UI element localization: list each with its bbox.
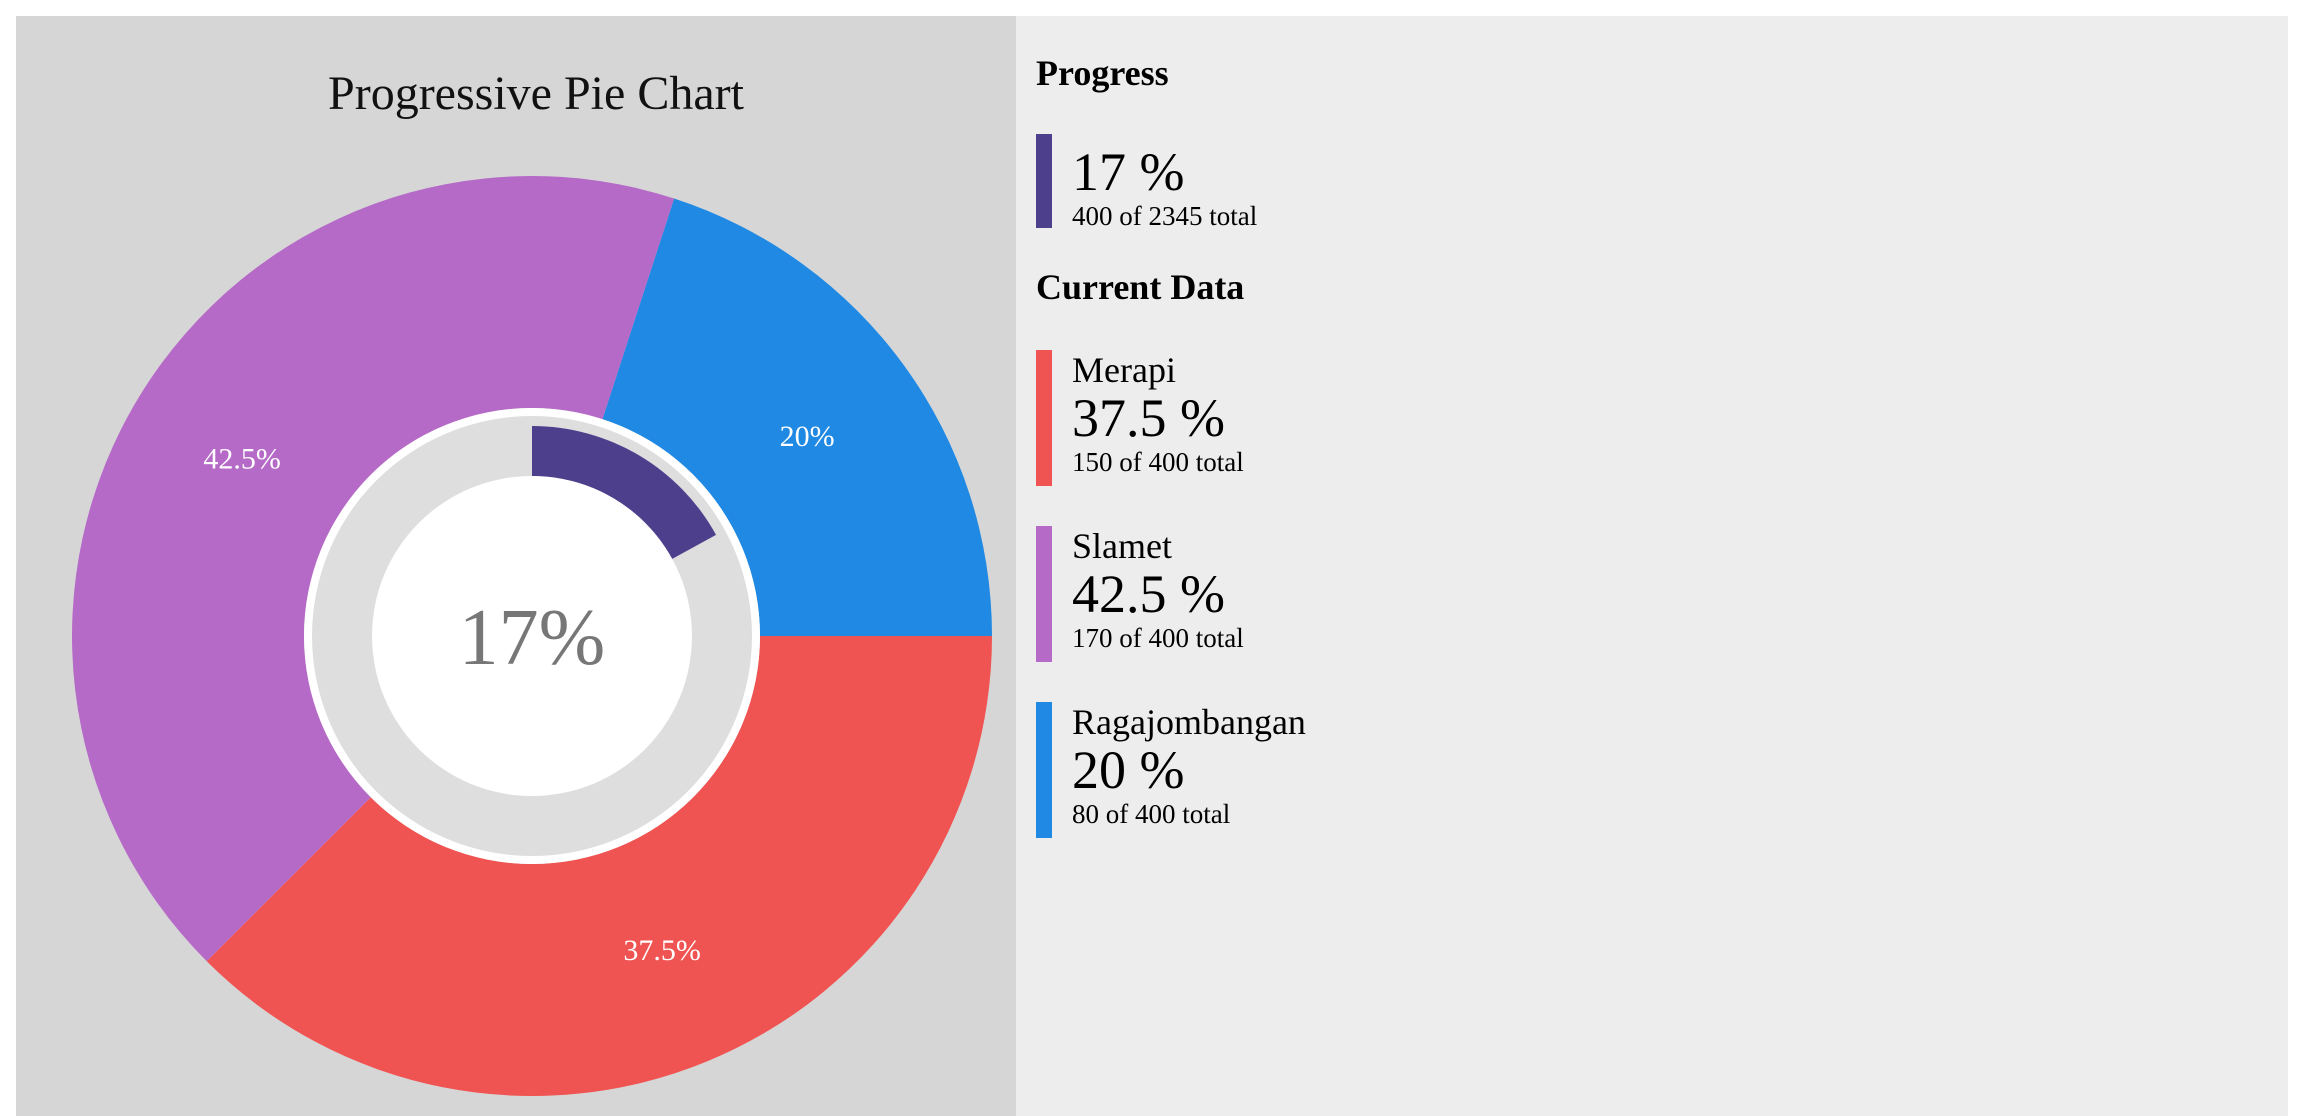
legend-item-name: Merapi	[1072, 350, 1176, 390]
legend-color-bar	[1036, 702, 1052, 838]
legend-item-name: Slamet	[1072, 526, 1172, 566]
chart-panel: Progressive Pie Chart 20% 37.5% 42.5% 17%	[16, 16, 1016, 1116]
legend-panel: Progress 17 % 400 of 2345 total Current …	[1016, 16, 2288, 1116]
chart-title: Progressive Pie Chart	[328, 67, 744, 120]
legend-item-name: Ragajombangan	[1072, 702, 1306, 742]
legend-color-bar	[1036, 526, 1052, 662]
legend-item-percent: 37.5 %	[1072, 388, 1225, 448]
pie-chart: 20% 37.5% 42.5% 17%	[71, 175, 992, 1096]
legend-color-bar	[1036, 350, 1052, 486]
legend-item-percent: 20 %	[1072, 740, 1185, 800]
legend-item-count: 170 of 400 total	[1072, 623, 1244, 653]
current-data-heading: Current Data	[1036, 267, 1245, 307]
center-percent-label: 17%	[459, 594, 606, 682]
pie-slice-slamet	[71, 175, 675, 962]
progress-heading: Progress	[1036, 53, 1169, 93]
progress-arc	[532, 426, 717, 559]
pie-slice-ragajombangan	[602, 198, 992, 636]
legend-item-count: 150 of 400 total	[1072, 447, 1244, 477]
progress-color-bar	[1036, 134, 1052, 228]
pie-slice-label: 42.5%	[203, 442, 281, 475]
legend-item-percent: 42.5 %	[1072, 564, 1225, 624]
pie-slice-merapi	[206, 636, 992, 1096]
pie-slice-label: 37.5%	[623, 934, 701, 967]
center-disc	[372, 476, 692, 796]
progress-count: 400 of 2345 total	[1072, 201, 1258, 231]
progress-percent: 17 %	[1072, 142, 1185, 202]
pie-slice-label: 20%	[780, 420, 835, 453]
legend-item-count: 80 of 400 total	[1072, 799, 1231, 829]
